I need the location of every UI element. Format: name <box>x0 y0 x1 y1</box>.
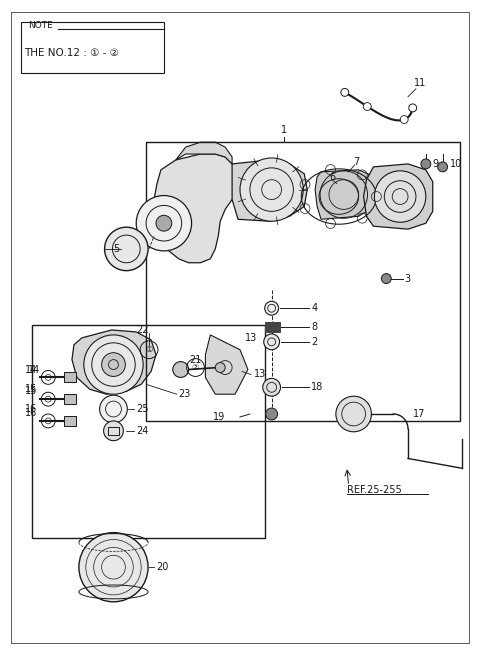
Text: 13: 13 <box>245 333 257 343</box>
Text: 15: 15 <box>24 384 37 394</box>
Polygon shape <box>205 335 248 394</box>
Circle shape <box>363 103 371 111</box>
Circle shape <box>104 421 123 441</box>
Polygon shape <box>72 330 156 394</box>
Text: 19: 19 <box>213 412 225 422</box>
Circle shape <box>409 104 417 112</box>
Circle shape <box>264 334 279 350</box>
Polygon shape <box>232 160 307 221</box>
Text: 21: 21 <box>189 354 202 365</box>
Circle shape <box>136 196 192 251</box>
Circle shape <box>100 395 127 423</box>
Polygon shape <box>315 170 376 219</box>
Text: NOTE: NOTE <box>28 21 53 30</box>
Circle shape <box>105 227 148 271</box>
Text: 18: 18 <box>311 383 324 392</box>
Text: 5: 5 <box>113 244 120 254</box>
Text: 2: 2 <box>311 337 317 347</box>
Text: 9: 9 <box>433 159 439 169</box>
Text: 23: 23 <box>179 389 191 399</box>
Circle shape <box>438 162 447 172</box>
Circle shape <box>84 335 143 394</box>
Text: 11: 11 <box>414 78 426 88</box>
Text: 14: 14 <box>27 365 40 375</box>
Bar <box>146 142 460 421</box>
Circle shape <box>216 363 225 373</box>
Text: THE NO.12 : ① - ②: THE NO.12 : ① - ② <box>24 48 120 58</box>
Bar <box>64 373 76 383</box>
Text: 7: 7 <box>354 157 360 167</box>
Circle shape <box>400 115 408 124</box>
Polygon shape <box>363 164 433 229</box>
Circle shape <box>341 88 349 96</box>
Polygon shape <box>176 142 232 164</box>
Text: 6: 6 <box>329 172 335 182</box>
Text: REF.25-255: REF.25-255 <box>347 485 401 495</box>
Text: 16: 16 <box>24 404 37 414</box>
Text: 14: 14 <box>24 365 37 375</box>
Circle shape <box>264 301 278 315</box>
Text: 15: 15 <box>24 386 37 396</box>
Circle shape <box>102 352 125 377</box>
Text: 24: 24 <box>136 426 149 436</box>
Text: 16: 16 <box>24 408 37 418</box>
Text: 20: 20 <box>156 562 168 572</box>
Text: 4: 4 <box>311 303 317 313</box>
Circle shape <box>173 362 189 377</box>
Text: 1: 1 <box>281 125 288 136</box>
Bar <box>64 394 76 404</box>
Text: 10: 10 <box>450 159 462 169</box>
Circle shape <box>240 158 303 221</box>
Polygon shape <box>154 154 238 263</box>
Text: ①: ① <box>145 345 153 354</box>
Text: ②: ② <box>192 363 199 372</box>
Bar <box>21 22 164 73</box>
Text: 3: 3 <box>404 274 410 284</box>
Circle shape <box>156 215 172 231</box>
Bar <box>33 325 264 538</box>
Circle shape <box>421 159 431 169</box>
Text: 13: 13 <box>254 369 266 379</box>
Text: 8: 8 <box>311 322 317 332</box>
Circle shape <box>266 408 277 420</box>
Bar <box>108 427 120 435</box>
Bar <box>264 322 279 332</box>
Circle shape <box>336 396 372 432</box>
Text: 25: 25 <box>136 404 149 414</box>
Circle shape <box>381 274 391 284</box>
Text: 17: 17 <box>413 409 425 419</box>
Text: 22: 22 <box>136 325 149 335</box>
Bar <box>64 416 76 426</box>
Circle shape <box>263 379 280 396</box>
Circle shape <box>79 533 148 602</box>
Circle shape <box>374 171 426 222</box>
